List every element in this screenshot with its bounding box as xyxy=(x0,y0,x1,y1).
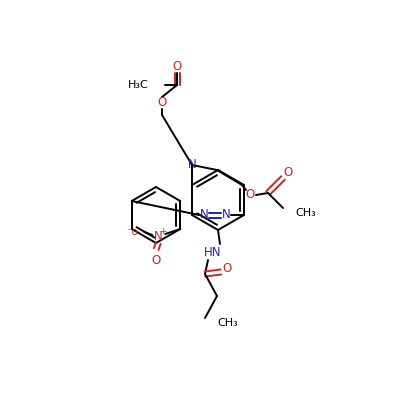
Text: O: O xyxy=(245,188,255,202)
Text: N: N xyxy=(154,230,163,244)
Text: O: O xyxy=(152,254,161,266)
Text: N: N xyxy=(222,208,230,222)
Text: CH₃: CH₃ xyxy=(217,318,238,328)
Text: O: O xyxy=(283,166,293,180)
Text: O: O xyxy=(157,96,167,110)
Text: +: + xyxy=(160,226,167,236)
Text: H₃C: H₃C xyxy=(128,80,149,90)
Text: O: O xyxy=(172,60,182,74)
Text: O: O xyxy=(222,262,232,276)
Text: N: N xyxy=(200,208,208,222)
Text: HN: HN xyxy=(204,246,222,258)
Text: CH₃: CH₃ xyxy=(295,208,316,218)
Text: N: N xyxy=(188,158,196,172)
Text: ⁻o: ⁻o xyxy=(126,227,138,237)
